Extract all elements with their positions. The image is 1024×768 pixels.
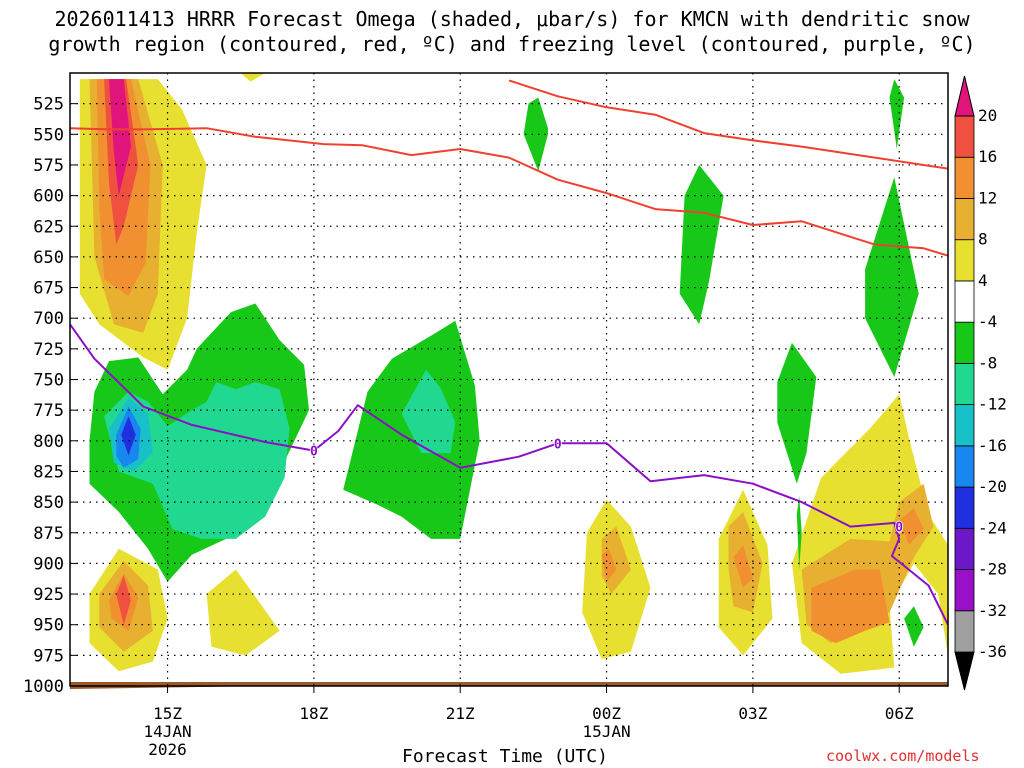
- colorbar-box-8: [954, 321, 975, 364]
- gridlines: [70, 73, 948, 686]
- colorbar-box-1: [954, 610, 975, 653]
- omega-region-2-2: [601, 548, 617, 582]
- y-tick-label-600: 600: [33, 187, 64, 207]
- y-tick-label-775: 775: [33, 401, 64, 421]
- y-axis: 525 550 575 600 625 650 675 700 725 750 775 800 825 8…: [23, 95, 78, 697]
- colorbar-low-arrow: [954, 651, 975, 691]
- colorbar-label-8: 8: [978, 230, 988, 249]
- y-tick-label-525: 525: [33, 95, 64, 115]
- omega-region-5-2: [523, 97, 548, 172]
- omega-shading: [79, 73, 948, 674]
- colorbar-label-4: 4: [978, 271, 988, 290]
- colorbar-box-5: [954, 445, 975, 488]
- omega-region-5-4: [777, 342, 817, 484]
- y-tick-label-825: 825: [33, 462, 64, 482]
- y-tick-label-650: 650: [33, 248, 64, 268]
- chart-title-line-2: growth region (contoured, red, ºC) and f…: [48, 32, 976, 56]
- contour-line-1: [508, 79, 948, 170]
- colorbar-high-arrow: [954, 75, 975, 117]
- contour-line-0: [70, 127, 948, 257]
- omega-region-2-3: [733, 545, 753, 588]
- x-tick-label-15Z: 15Z: [153, 704, 182, 723]
- omega-region-5-3: [679, 165, 724, 325]
- colorbar-box-11: [954, 198, 975, 241]
- contour-lines: 0 0 0: [70, 79, 948, 626]
- colorbar-label-16: 16: [978, 147, 997, 166]
- omega-region-6-0: [104, 382, 290, 539]
- y-tick-label-550: 550: [33, 125, 64, 145]
- y-tick-label-950: 950: [33, 616, 64, 636]
- colorbar-label--4: -4: [978, 312, 997, 331]
- x-tick-label-00Z: 00Z: [592, 704, 621, 723]
- colorbar-box-12: [954, 156, 975, 199]
- omega-region-3-1: [116, 575, 131, 625]
- x-tick-label-06Z: 06Z: [885, 704, 914, 723]
- y-tick-label-750: 750: [33, 371, 64, 391]
- x-tick-date-15Z: 14JAN: [143, 722, 191, 741]
- x-axis-label: Forecast Time (UTC): [402, 746, 608, 767]
- colorbar-box-4: [954, 486, 975, 529]
- contour-label-bg-2: [895, 520, 904, 533]
- colorbar-label--24: -24: [978, 518, 1007, 537]
- omega-region-0-3: [240, 73, 266, 82]
- y-tick-label-900: 900: [33, 554, 64, 574]
- x-tick-date-00Z: 15JAN: [582, 722, 630, 741]
- y-tick-label-625: 625: [33, 217, 64, 237]
- y-tick-label-1000: 1000: [23, 677, 64, 697]
- y-tick-label-725: 725: [33, 340, 64, 360]
- omega-region-2-5: [899, 508, 924, 545]
- colorbar-label--20: -20: [978, 477, 1007, 496]
- y-tick-label-575: 575: [33, 156, 64, 176]
- colorbar-label--36: -36: [978, 642, 1007, 661]
- colorbar-box-10: [954, 239, 975, 282]
- colorbar-box-3: [954, 527, 975, 570]
- colorbar-label-12: 12: [978, 188, 997, 207]
- omega-region-4-0: [109, 79, 131, 196]
- omega-region-5-8: [904, 606, 924, 647]
- omega-region-9-0: [121, 416, 136, 456]
- omega-region-5-5: [889, 79, 905, 149]
- colorbar-label-20: 20: [978, 106, 997, 125]
- colorbar-box-13: [954, 115, 975, 158]
- y-tick-label-975: 975: [33, 646, 64, 666]
- terrain-base: [70, 682, 948, 686]
- contour-label-0: 0: [310, 445, 318, 460]
- colorbar-label--8: -8: [978, 353, 997, 372]
- contour-label-1: 0: [554, 437, 562, 452]
- x-tick-label-21Z: 21Z: [446, 704, 475, 723]
- omega-region-6-1: [401, 369, 456, 454]
- colorbar: -36 -32 -28 -24 -20 -16 -12 -8 -4 4 8 12 16 20: [954, 75, 1007, 691]
- colorbar-box-9: [954, 280, 975, 323]
- y-tick-label-875: 875: [33, 524, 64, 544]
- y-tick-label-800: 800: [33, 432, 64, 452]
- colorbar-label--12: -12: [978, 395, 1007, 414]
- x-tick-year-15Z: 2026: [148, 740, 187, 759]
- y-tick-label-675: 675: [33, 279, 64, 299]
- colorbar-box-7: [954, 362, 975, 406]
- colorbar-box-6: [954, 404, 975, 447]
- omega-region-0-2: [206, 569, 280, 656]
- y-tick-label-700: 700: [33, 309, 64, 329]
- x-tick-label-03Z: 03Z: [738, 704, 767, 723]
- colorbar-label--16: -16: [978, 436, 1007, 455]
- chart-title-line-1: 2026011413 HRRR Forecast Omega (shaded, …: [54, 7, 970, 31]
- y-tick-label-925: 925: [33, 585, 64, 605]
- x-tick-label-18Z: 18Z: [299, 704, 328, 723]
- contour-label-2: 0: [895, 521, 903, 536]
- contour-label-bg-1: [553, 437, 562, 450]
- credit-text: coolwx.com/models: [826, 747, 980, 765]
- contour-label-bg-0: [309, 444, 318, 457]
- omega-region-5-6: [865, 177, 919, 377]
- colorbar-label--28: -28: [978, 560, 1007, 579]
- colorbar-box-2: [954, 569, 975, 612]
- colorbar-label--32: -32: [978, 601, 1007, 620]
- y-tick-label-850: 850: [33, 493, 64, 513]
